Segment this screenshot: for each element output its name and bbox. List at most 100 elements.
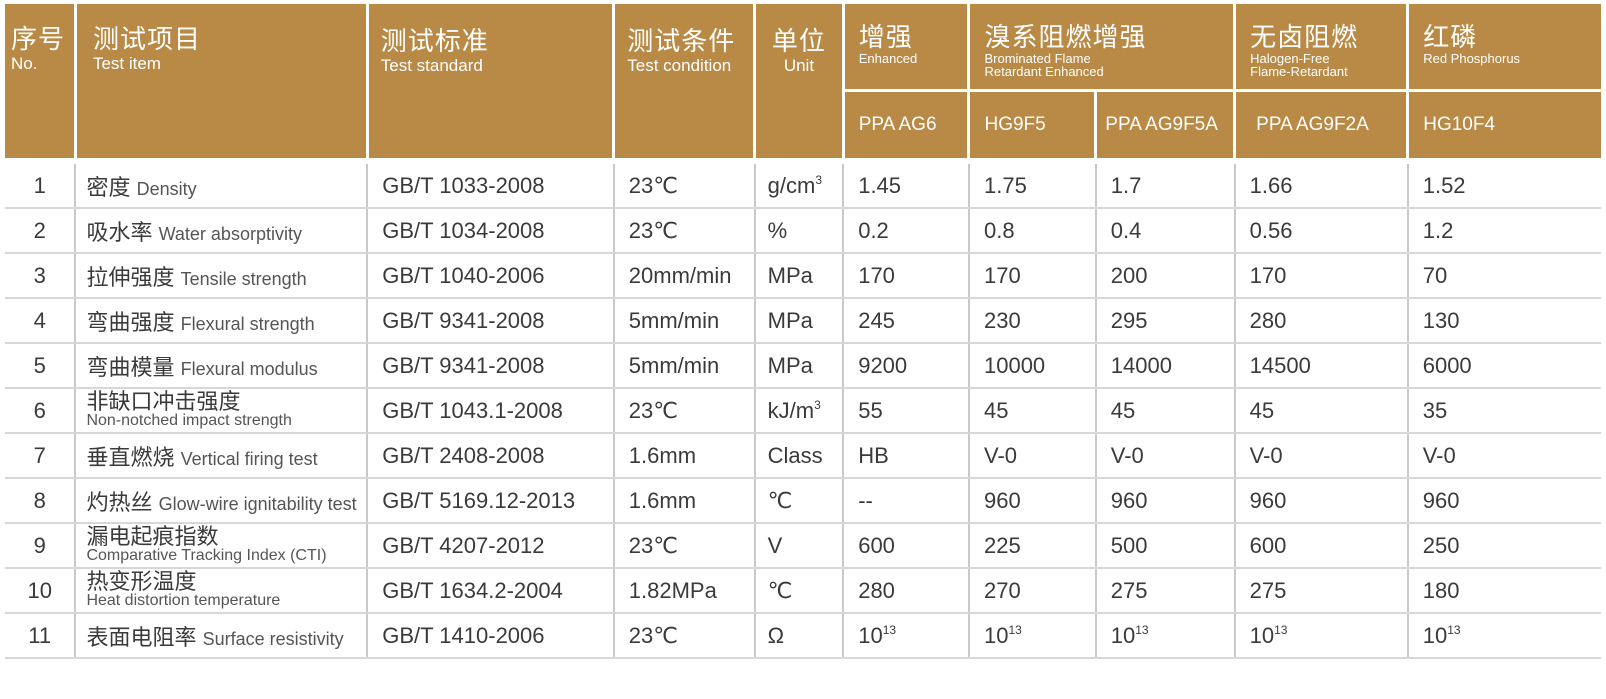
item-name-zh: 表面电阻率 (86, 624, 197, 650)
header-group-brominated: 溴系阻燃增强 Brominated Flame Retardant Enhanc… (968, 4, 1237, 90)
row-value: 600 (1234, 523, 1409, 569)
header-no-zh: 序号 (11, 24, 66, 54)
item-name-en: Water absorptivity (158, 223, 302, 244)
table-row: 2 吸水率 Water absorptivity GB/T 1034-2008 23℃… (5, 208, 1601, 254)
value-base: 10 (983, 622, 1009, 648)
row-standard: GB/T 9341-2008 (367, 343, 615, 389)
row-value: 600 (843, 523, 970, 569)
item-name-en: Tensile strength (180, 268, 307, 289)
item-name-en: Surface resistivity (202, 628, 344, 649)
row-standard: GB/T 1034-2008 (367, 208, 615, 254)
row-number: 7 (5, 433, 77, 479)
row-value: 275 (1234, 568, 1409, 614)
row-value: 45 (1234, 388, 1409, 434)
header-standard-zh: 测试标准 (380, 26, 489, 56)
header-unit: 单位 Unit (754, 4, 845, 158)
header-test-item: 测试项目 Test item (75, 4, 369, 158)
header-group-halogen-free: 无卤阻燃 Halogen-Free Flame-Retardant (1234, 4, 1410, 90)
unit-exponent: 3 (815, 172, 823, 187)
row-test-item: 垂直燃烧 Vertical firing test (75, 433, 369, 479)
row-number: 9 (5, 523, 77, 569)
item-name-en: Vertical firing test (180, 448, 318, 469)
header-item-en: Test item (92, 54, 161, 73)
unit-text: Class (767, 442, 823, 468)
header-condition-en: Test condition (627, 56, 732, 75)
unit-text: MPa (767, 307, 813, 333)
item-name-en: Glow-wire ignitability test (158, 493, 357, 514)
row-condition: 23℃ (613, 164, 756, 209)
row-value: 1013 (1095, 613, 1236, 659)
item-name-en: Heat distortion temperature (86, 591, 281, 609)
row-value: 1013 (968, 613, 1097, 659)
header-unit-zh: 单位 (771, 26, 826, 56)
header-row-grades: PPA AG6 HG9F5 PPA AG9F5A PPA AG9F2A HG10… (5, 88, 1601, 158)
row-number: 8 (5, 478, 77, 524)
row-value: 1.2 (1407, 208, 1601, 254)
row-condition: 1.6mm (613, 478, 756, 524)
row-value: 960 (1095, 478, 1236, 524)
row-value: 170 (843, 253, 970, 299)
row-value: 1013 (1234, 613, 1409, 659)
row-value: 45 (1095, 388, 1236, 434)
row-condition: 23℃ (613, 388, 756, 434)
group-enhanced-en: Enhanced (858, 51, 918, 66)
row-standard: GB/T 1410-2006 (367, 613, 615, 659)
row-value: V-0 (1407, 433, 1601, 479)
unit-text: % (767, 217, 788, 243)
group-enhanced-zh: 增强 (858, 22, 913, 52)
row-standard: GB/T 5169.12-2013 (367, 478, 615, 524)
group-red-phosphorus-zh: 红磷 (1423, 22, 1478, 52)
row-test-item: 非缺口冲击强度 Non-notched impact strength (75, 388, 369, 434)
value-exponent: 13 (882, 622, 897, 637)
table-row: 7 垂直燃烧 Vertical firing test GB/T 2408-2008… (5, 433, 1601, 479)
item-name-en: Density (136, 178, 197, 199)
table-row: 1 密度 Density GB/T 1033-2008 23℃ g/cm3 1.45 1.7… (5, 164, 1601, 209)
row-value: 270 (968, 568, 1097, 614)
row-value: 960 (1407, 478, 1601, 524)
unit-text: Ω (767, 622, 785, 648)
row-unit: V (754, 523, 845, 569)
table-body: 1 密度 Density GB/T 1033-2008 23℃ g/cm3 1.45 1.7… (5, 164, 1601, 659)
row-unit: % (754, 208, 845, 254)
row-value: 1013 (843, 613, 970, 659)
row-standard: GB/T 4207-2012 (367, 523, 615, 569)
row-unit: ℃ (754, 478, 845, 524)
value-base: 10 (1422, 622, 1448, 648)
grade-ppa-ag9f2a: PPA AG9F2A (1234, 88, 1410, 158)
table-row: 11 表面电阻率 Surface resistivity GB/T 1410-200… (5, 613, 1601, 659)
row-value: 0.56 (1234, 208, 1409, 254)
row-value: 1.66 (1234, 164, 1409, 209)
row-test-item: 弯曲强度 Flexural strength (75, 298, 369, 344)
value-base: 10 (1249, 622, 1275, 648)
row-value: 1.45 (843, 164, 970, 209)
header-row-top: 序号 No. 测试项目 Test item 测试标准 Test standard… (5, 4, 1601, 158)
table-row: 3 拉伸强度 Tensile strength GB/T 1040-2006 20mm… (5, 253, 1601, 299)
group-brominated-en2: Retardant Enhanced (984, 64, 1104, 79)
row-standard: GB/T 1033-2008 (367, 164, 615, 209)
row-value: 130 (1407, 298, 1601, 344)
row-test-item: 拉伸强度 Tensile strength (75, 253, 369, 299)
item-name-zh: 垂直燃烧 (86, 444, 175, 470)
unit-text: g/cm (767, 172, 816, 198)
group-red-phosphorus-en: Red Phosphorus (1423, 51, 1521, 66)
table-row: 5 弯曲模量 Flexural modulus GB/T 9341-2008 5mm/… (5, 343, 1601, 389)
row-unit: kJ/m3 (754, 388, 845, 434)
specification-table: 序号 No. 测试项目 Test item 测试标准 Test standard… (5, 4, 1601, 659)
item-name-zh: 热变形温度 (86, 568, 197, 594)
item-name-en: Non-notched impact strength (86, 411, 292, 429)
header-test-standard: 测试标准 Test standard (367, 4, 616, 158)
unit-text: ℃ (767, 487, 793, 513)
header-group-red-phosphorus: 红磷 Red Phosphorus (1407, 4, 1601, 90)
row-unit: MPa (754, 343, 845, 389)
row-test-item: 弯曲模量 Flexural modulus (75, 343, 369, 389)
table-row: 9 漏电起痕指数 Comparative Tracking Index (CTI) G… (5, 523, 1601, 569)
row-number: 5 (5, 343, 77, 389)
row-condition: 23℃ (613, 208, 756, 254)
row-value: V-0 (1234, 433, 1409, 479)
group-halogen-free-zh: 无卤阻燃 (1250, 22, 1359, 52)
item-name-zh: 弯曲强度 (86, 309, 175, 335)
row-value: 225 (968, 523, 1097, 569)
value-exponent: 13 (1008, 622, 1022, 637)
row-number: 6 (5, 388, 77, 434)
row-standard: GB/T 1634.2-2004 (367, 568, 615, 614)
